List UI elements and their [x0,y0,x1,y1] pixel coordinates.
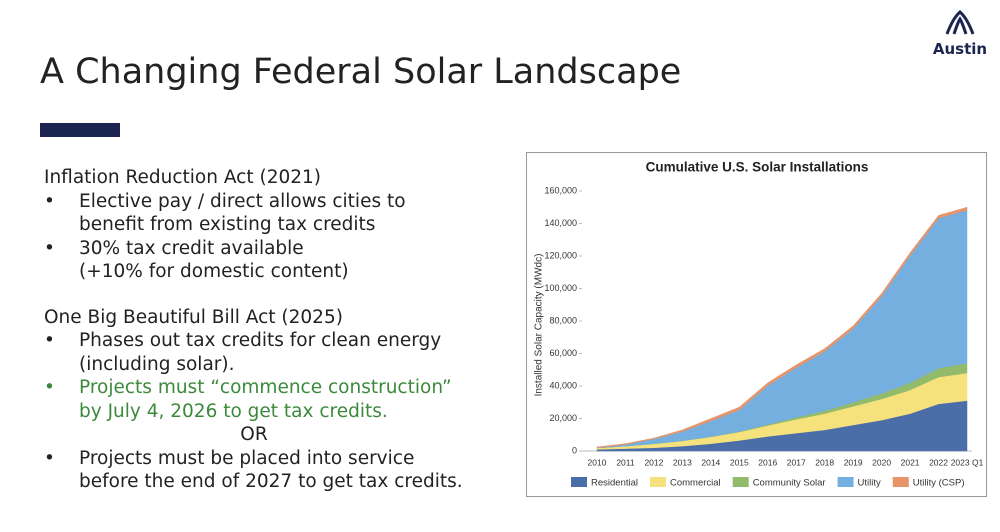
legend-swatch [732,477,749,487]
area [596,206,968,449]
y-tick-label: 40,000 [549,380,577,390]
x-tick-label: 2011 [616,457,635,467]
x-tick-label: 2021 [901,457,920,467]
chart-title: Cumulative U.S. Solar Installations [646,160,869,175]
legend-swatch [650,477,666,487]
logo-mark [945,10,975,35]
bullet-line: Phases out tax credits for clean energy [79,330,442,351]
x-tick-label: 2012 [644,457,663,467]
bullet-line: 30% tax credit available [79,237,304,259]
x-tick-label: 2016 [758,457,777,467]
y-tick-label: 20,000 [549,413,577,423]
x-tick-label: 2018 [815,457,834,467]
separator: OR [240,424,268,445]
accent-bar [40,123,120,137]
y-tick-label: 80,000 [549,315,577,325]
bullet-line: (+10% for domestic content) [79,261,349,282]
x-tick-label: 2014 [701,457,720,467]
y-tick-label: 0 [572,445,577,455]
x-tick-label: 2020 [872,457,891,467]
slide-title: A Changing Federal Solar Landscape [40,52,682,92]
y-tick-label: 160,000 [544,185,577,195]
bullet: Phases out tax credits for clean energy(… [44,329,514,376]
bullet-line: Elective pay / direct allows cities to [79,190,406,212]
y-tick-label: 140,000 [544,218,577,228]
legend-label: Commercial [670,478,721,489]
bullet-line: before the end of 2027 to get tax credit… [79,471,463,492]
section-heading: One Big Beautiful Bill Act (2025) [44,306,343,328]
bullet: Elective pay / direct allows cities tobe… [44,190,514,237]
chart-frame: Cumulative U.S. Solar Installations Inst… [526,152,987,497]
legend-swatch [571,477,587,487]
y-tick-label: 60,000 [549,348,577,358]
bullet-line: (including solar). [79,353,235,375]
legend-label: Community Solar [753,478,826,489]
legend-label: Utility [858,478,881,489]
bullet-line: benefit from existing tax credits [79,214,376,235]
x-tick-label: 2013 [673,457,692,467]
x-tick-label: 2017 [787,457,806,467]
bullet-line: Projects must “commence construction” [79,377,452,398]
legend-swatch [892,477,909,487]
section-heading: Inflation Reduction Act (2021) [44,167,322,188]
legend-label: Residential [591,478,638,489]
logo: Austin [928,10,992,58]
x-tick-label: 2023 Q1 [951,457,984,467]
bullet: 30% tax credit available(+10% for domest… [44,237,514,284]
x-tick-label: 2022 [929,457,948,467]
x-tick-label: 2010 [588,457,607,467]
x-tick-label: 2019 [844,457,863,467]
y-tick-label: 120,000 [544,250,577,260]
bullet: Projects must “commence construction”by … [44,376,514,423]
chart: Cumulative U.S. Solar Installations Inst… [534,160,984,489]
logo-text: Austin [932,40,988,58]
legend-label: Utility (CSP) [913,478,965,489]
y-tick-label: 100,000 [544,283,577,293]
bullet-line: by July 4, 2026 to get tax credits. [79,400,388,422]
bullet-line: Projects must be placed into service [79,447,415,469]
bullet: Projects must be placed into servicebefo… [44,447,514,494]
x-tick-label: 2015 [730,457,749,467]
text-column: Inflation Reduction Act (2021)Elective p… [44,166,514,494]
legend-swatch [837,477,854,487]
y-axis-label: Installed Solar Capacity (MWdc) [534,254,545,397]
